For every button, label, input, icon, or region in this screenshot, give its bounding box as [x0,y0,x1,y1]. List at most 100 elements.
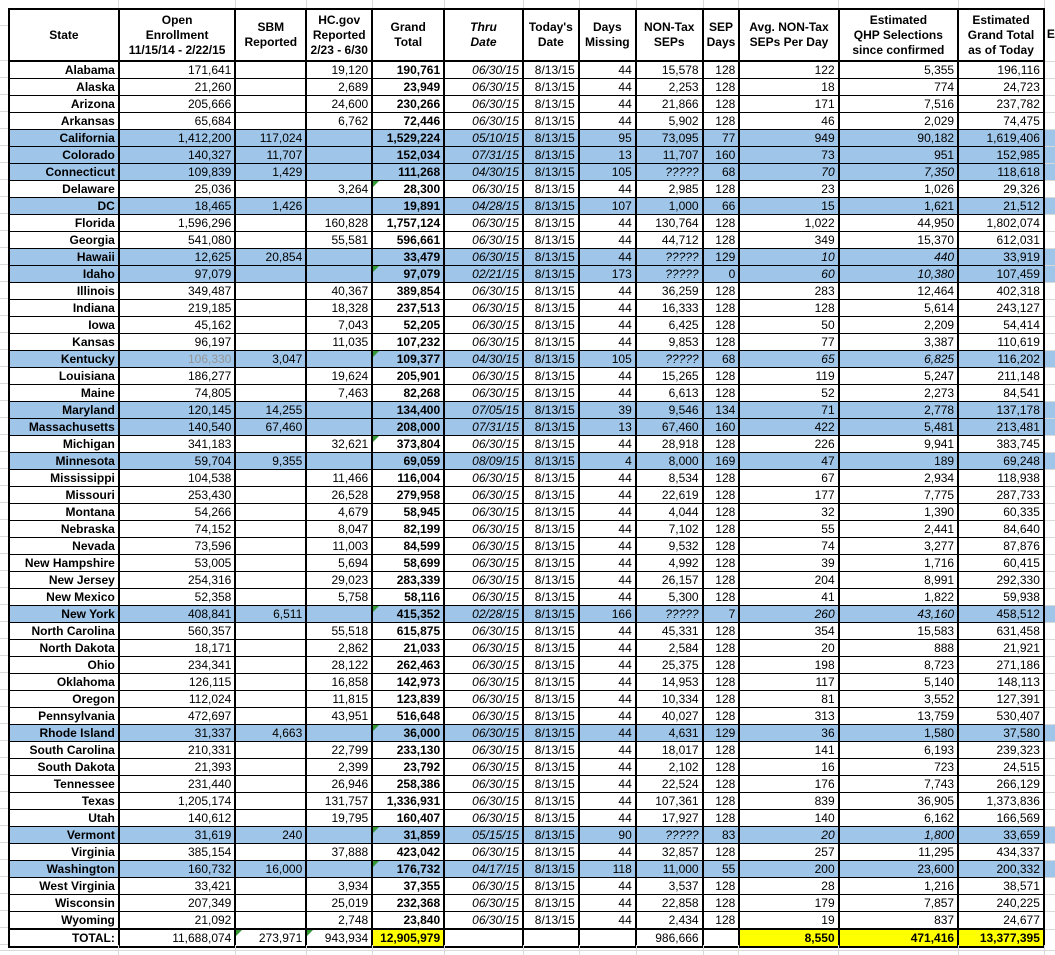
cell-today[interactable]: 8/13/15 [522,452,580,470]
cell-sep_days[interactable]: 128 [702,758,741,776]
cell-thru[interactable]: 06/30/15 [444,333,524,351]
cell-missing[interactable]: 44 [578,333,637,351]
total-qhp[interactable]: 471,416 [838,928,960,948]
cell-today[interactable]: 8/13/15 [522,418,580,436]
cell-state[interactable]: Arizona [8,95,120,113]
cell-est[interactable]: 33,919 [958,248,1045,266]
header-missing[interactable]: Days Missing [577,8,637,62]
cell-seps[interactable]: 9,532 [635,537,704,555]
cell-state[interactable]: New Mexico [8,588,120,606]
cell-grand[interactable]: 389,854 [372,282,446,300]
cell-state[interactable]: California [8,129,120,147]
total-grand[interactable]: 12,905,979 [372,928,446,948]
cell-grand[interactable]: 97,079 [372,265,446,283]
cell-seps[interactable]: 14,953 [635,673,704,691]
cell-today[interactable]: 8/13/15 [522,401,580,419]
cell-missing[interactable]: 44 [578,911,637,930]
cell-qhp[interactable]: 36,905 [838,792,960,810]
cell-sbm[interactable] [235,61,308,79]
cell-qhp[interactable]: 1,716 [838,554,960,572]
cell-hcgov[interactable]: 40,367 [306,282,374,300]
cell-state[interactable]: Indiana [8,299,120,317]
cell-avg[interactable]: 128 [739,299,840,317]
cell-thru[interactable]: 06/30/15 [444,792,524,810]
cell-today[interactable]: 8/13/15 [522,860,580,878]
cell-qhp[interactable]: 7,775 [838,486,960,504]
cell-today[interactable]: 8/13/15 [522,61,580,79]
cell-sep_days[interactable]: 128 [702,367,741,385]
cell-avg[interactable]: 1,022 [739,214,840,232]
cell-missing[interactable]: 44 [578,95,637,113]
cell-avg[interactable]: 117 [739,673,840,691]
cell-hcgov[interactable]: 43,951 [306,707,374,725]
cell-state[interactable]: Oklahoma [8,673,120,691]
cell-qhp[interactable]: 12,464 [838,282,960,300]
cell-est[interactable]: 60,335 [958,503,1045,521]
cell-qhp[interactable]: 3,387 [838,333,960,351]
cell-state[interactable]: Wyoming [8,911,120,930]
cell-thru[interactable]: 05/10/15 [444,129,524,147]
total-today[interactable] [522,928,580,948]
cell-est[interactable]: 237,782 [958,95,1045,113]
cell-missing[interactable]: 13 [578,146,637,164]
header-state[interactable]: State [8,8,120,62]
cell-today[interactable]: 8/13/15 [522,690,580,708]
cell-sbm[interactable] [235,231,308,249]
cell-hcgov[interactable]: 25,019 [306,894,374,912]
cell-sep_days[interactable]: 128 [702,554,741,572]
cell-thru[interactable]: 06/30/15 [444,384,524,402]
cell-sep_days[interactable]: 128 [702,588,741,606]
total-seps[interactable]: 986,666 [635,928,704,948]
cell-open[interactable]: 106,330 [118,350,237,368]
cell-avg[interactable]: 949 [739,129,840,147]
cell-seps[interactable]: 22,858 [635,894,704,912]
cell-today[interactable]: 8/13/15 [522,622,580,640]
cell-open[interactable]: 33,421 [118,877,237,895]
cell-state[interactable]: New Hampshire [8,554,120,572]
cell-sbm[interactable]: 6,511 [235,605,308,623]
cell-sbm[interactable] [235,656,308,674]
cell-qhp[interactable]: 3,552 [838,690,960,708]
cell-open[interactable]: 18,465 [118,197,237,215]
cell-seps[interactable]: 8,534 [635,469,704,487]
cell-sep_days[interactable]: 128 [702,639,741,657]
cell-est[interactable]: 38,571 [958,877,1045,895]
cell-grand[interactable]: 36,000 [372,724,446,742]
cell-state[interactable]: Pennsylvania [8,707,120,725]
cell-thru[interactable]: 07/05/15 [444,401,524,419]
cell-avg[interactable]: 349 [739,231,840,249]
cell-thru[interactable]: 06/30/15 [444,707,524,725]
cell-avg[interactable]: 204 [739,571,840,589]
cell-grand[interactable]: 69,059 [372,452,446,470]
cell-today[interactable]: 8/13/15 [522,384,580,402]
cell-seps[interactable]: 3,537 [635,877,704,895]
cell-open[interactable]: 74,152 [118,520,237,538]
cell-thru[interactable]: 04/17/15 [444,860,524,878]
cell-sep_days[interactable]: 128 [702,911,741,930]
cell-avg[interactable]: 71 [739,401,840,419]
cell-open[interactable]: 21,393 [118,758,237,776]
cell-state[interactable]: Alaska [8,78,120,96]
cell-today[interactable]: 8/13/15 [522,537,580,555]
cell-open[interactable]: 219,185 [118,299,237,317]
cell-missing[interactable]: 44 [578,724,637,742]
cell-today[interactable]: 8/13/15 [522,520,580,538]
cell-open[interactable]: 205,666 [118,95,237,113]
cell-thru[interactable]: 06/30/15 [444,588,524,606]
cell-seps[interactable]: 21,866 [635,95,704,113]
cell-seps[interactable]: 8,000 [635,452,704,470]
cell-sep_days[interactable]: 128 [702,486,741,504]
cell-missing[interactable]: 44 [578,843,637,861]
cell-sbm[interactable]: 4,663 [235,724,308,742]
cell-open[interactable]: 1,412,200 [118,129,237,147]
cell-thru[interactable]: 06/30/15 [444,486,524,504]
header-est[interactable]: Estimated Grand Total as of Today [957,8,1045,62]
cell-thru[interactable]: 07/31/15 [444,418,524,436]
cell-est[interactable]: 107,459 [958,265,1045,283]
cell-avg[interactable]: 20 [739,639,840,657]
cell-state[interactable]: Colorado [8,146,120,164]
cell-grand[interactable]: 262,463 [372,656,446,674]
cell-thru[interactable]: 06/30/15 [444,656,524,674]
cell-open[interactable]: 18,171 [118,639,237,657]
cell-state[interactable]: Arkansas [8,112,120,130]
